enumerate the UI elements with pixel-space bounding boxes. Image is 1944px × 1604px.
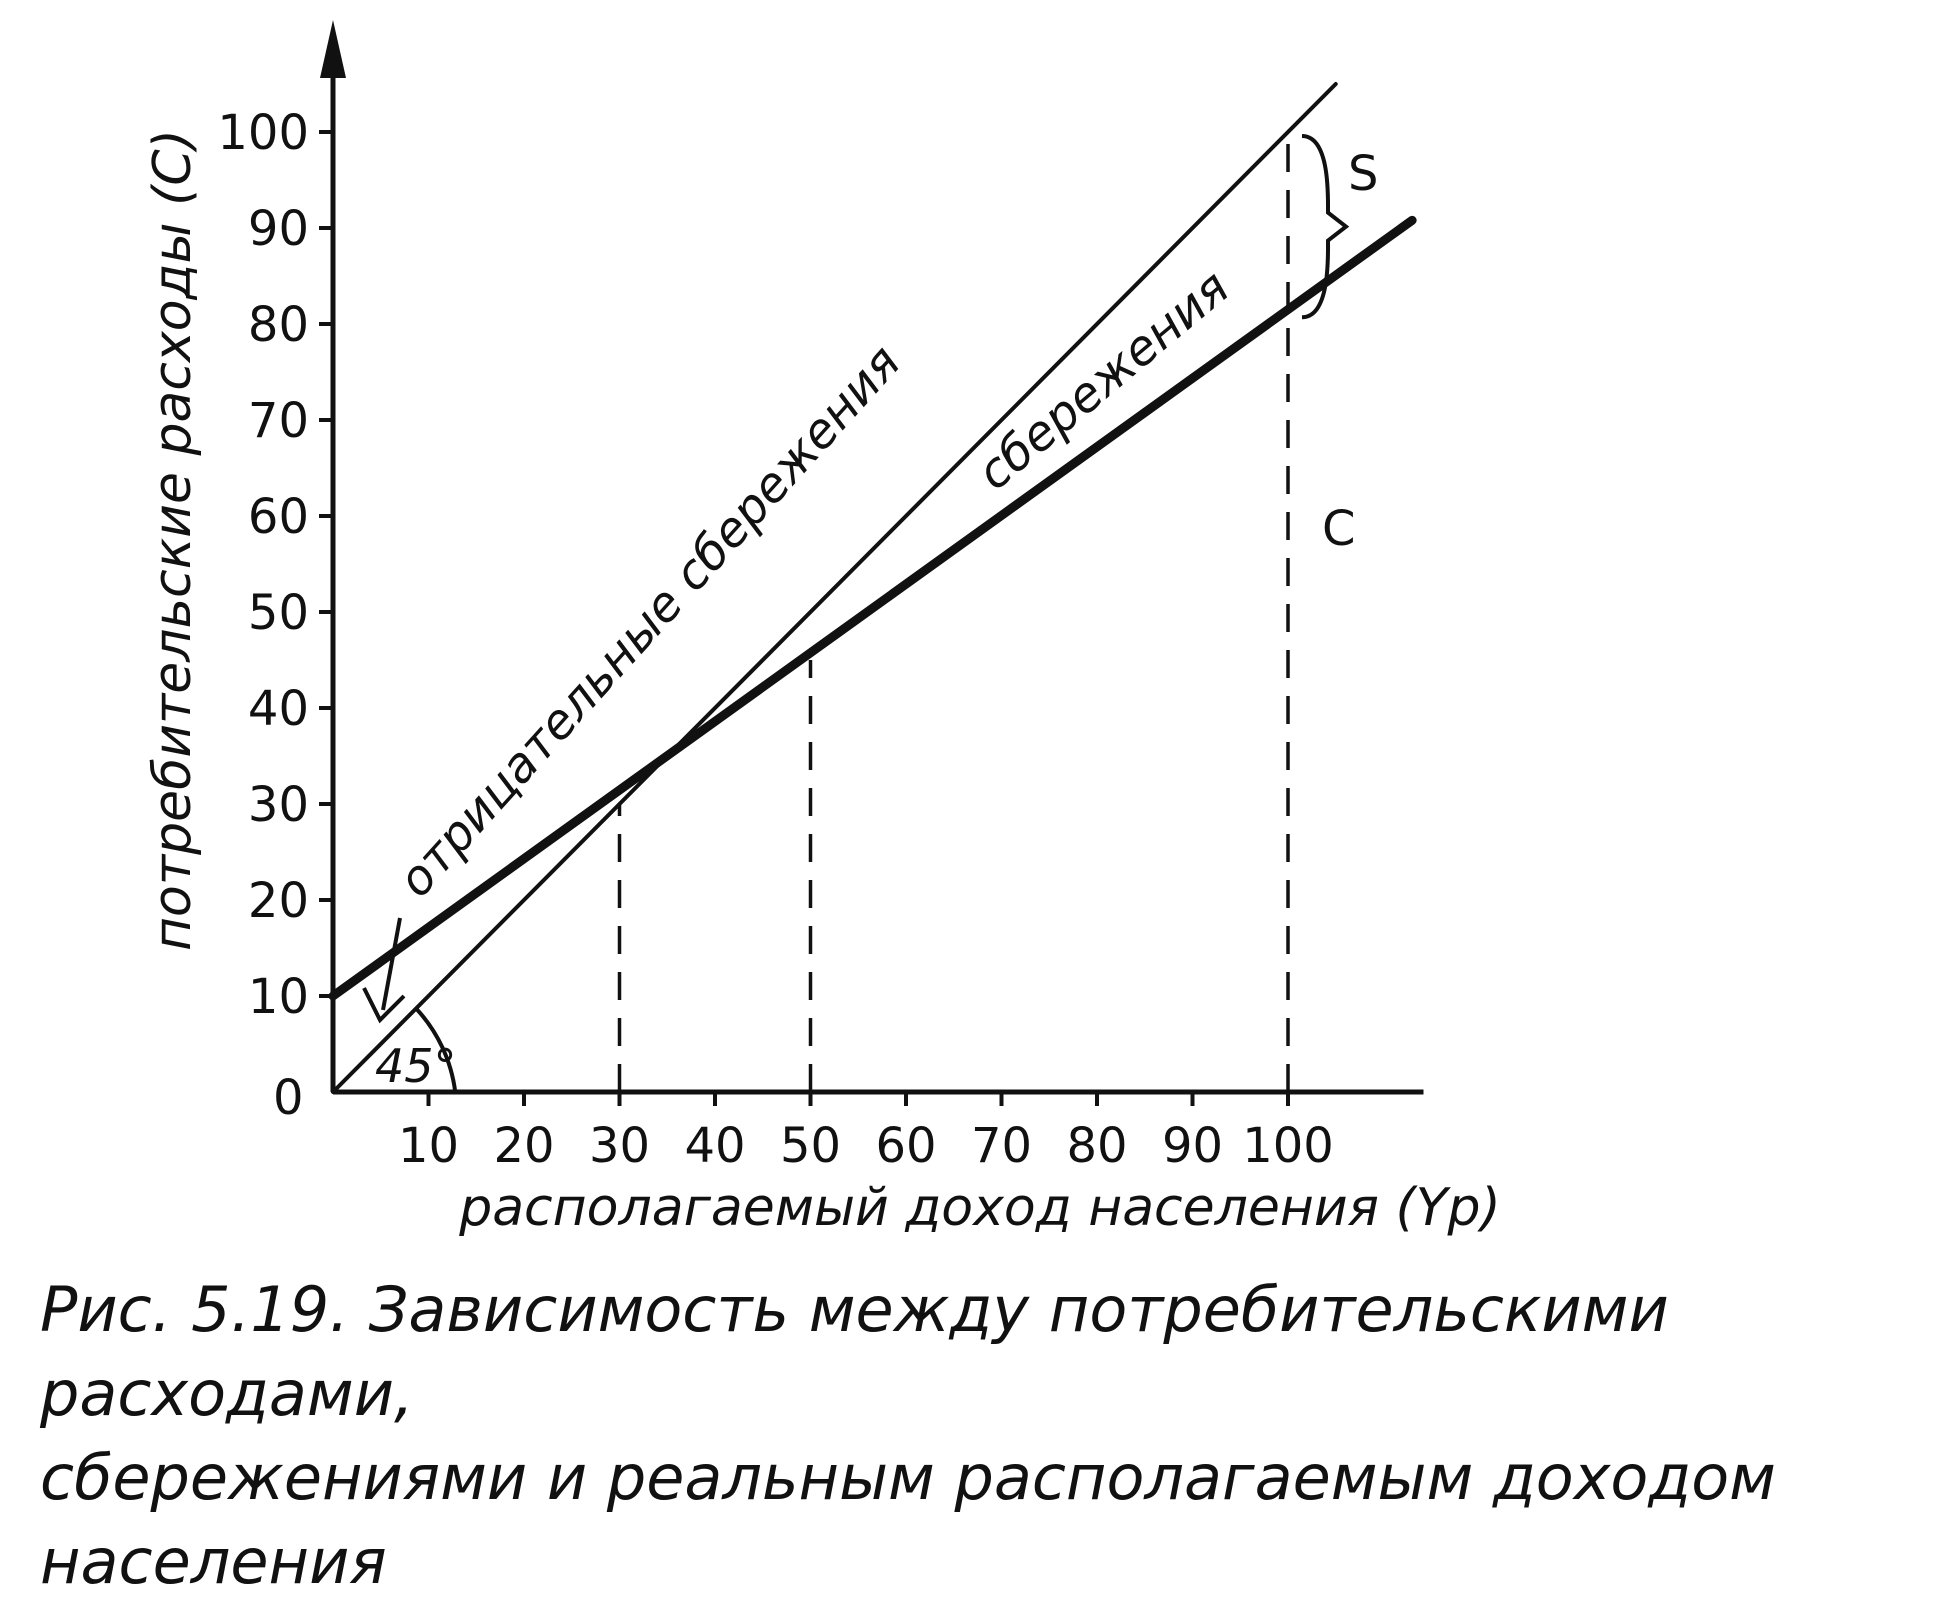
x-tick-label-70: 70 bbox=[971, 1118, 1032, 1174]
negative-savings-arrow-shaft bbox=[381, 917, 402, 1011]
reference-lines bbox=[617, 132, 1290, 1092]
x-tick-label-50: 50 bbox=[780, 1118, 841, 1174]
y-tick-label-10: 10 bbox=[248, 969, 309, 1025]
savings-brace bbox=[1301, 134, 1350, 320]
y-tick-label-90: 90 bbox=[248, 201, 309, 257]
x-tick-label-100: 100 bbox=[1242, 1118, 1334, 1174]
S-label: S bbox=[1348, 146, 1378, 202]
consumption-line bbox=[328, 215, 1417, 1001]
C-label: C bbox=[1322, 501, 1356, 557]
x-tick-label-80: 80 bbox=[1066, 1118, 1127, 1174]
y-tick-label-60: 60 bbox=[248, 489, 309, 545]
ticks: 0 10 20 30 40 50 60 70 80 90 100 10 20 30 40 50 60 70 80 90… bbox=[143, 105, 1501, 1238]
series-lines bbox=[328, 82, 1417, 1094]
origin-label: 0 bbox=[273, 1070, 304, 1126]
y-tick-label-40: 40 bbox=[248, 681, 309, 737]
x-axis-label: располагаемый доход населения (Yp) bbox=[458, 1178, 1501, 1238]
axes bbox=[320, 20, 1424, 1095]
x-tick-label-10: 10 bbox=[398, 1118, 459, 1174]
savings-label: сбережения bbox=[967, 259, 1240, 501]
caption-line-1: Рис. 5.19. Зависимость между потребитель… bbox=[40, 1273, 1669, 1430]
y-tick-label-20: 20 bbox=[248, 873, 309, 929]
figure-caption: Рис. 5.19. Зависимость между потребитель… bbox=[40, 1268, 1920, 1604]
x-tick-label-20: 20 bbox=[493, 1118, 554, 1174]
angle-label: 45° bbox=[375, 1039, 457, 1093]
y-tick-label-30: 30 bbox=[248, 777, 309, 833]
y-tick-label-80: 80 bbox=[248, 297, 309, 353]
consumption-savings-chart: 0 10 20 30 40 50 60 70 80 90 100 10 20 30 40 50 60 70 80 90… bbox=[143, 20, 1501, 1238]
y-tick-label-70: 70 bbox=[248, 393, 309, 449]
y-axis-label: потребительские расходы (C) bbox=[143, 129, 203, 951]
negative-savings-arrow-head bbox=[362, 987, 406, 1024]
y-tick-label-100: 100 bbox=[217, 105, 309, 161]
angle-arc bbox=[414, 1007, 458, 1093]
line-45-degree bbox=[331, 82, 1338, 1094]
y-axis-arrow bbox=[320, 20, 346, 78]
x-tick-label-90: 90 bbox=[1162, 1118, 1223, 1174]
x-tick-label-40: 40 bbox=[684, 1118, 745, 1174]
x-tick-label-60: 60 bbox=[875, 1118, 936, 1174]
x-tick-label-30: 30 bbox=[589, 1118, 650, 1174]
negative-savings-label: отрицательные сбережения bbox=[387, 334, 911, 908]
y-tick-label-50: 50 bbox=[248, 585, 309, 641]
